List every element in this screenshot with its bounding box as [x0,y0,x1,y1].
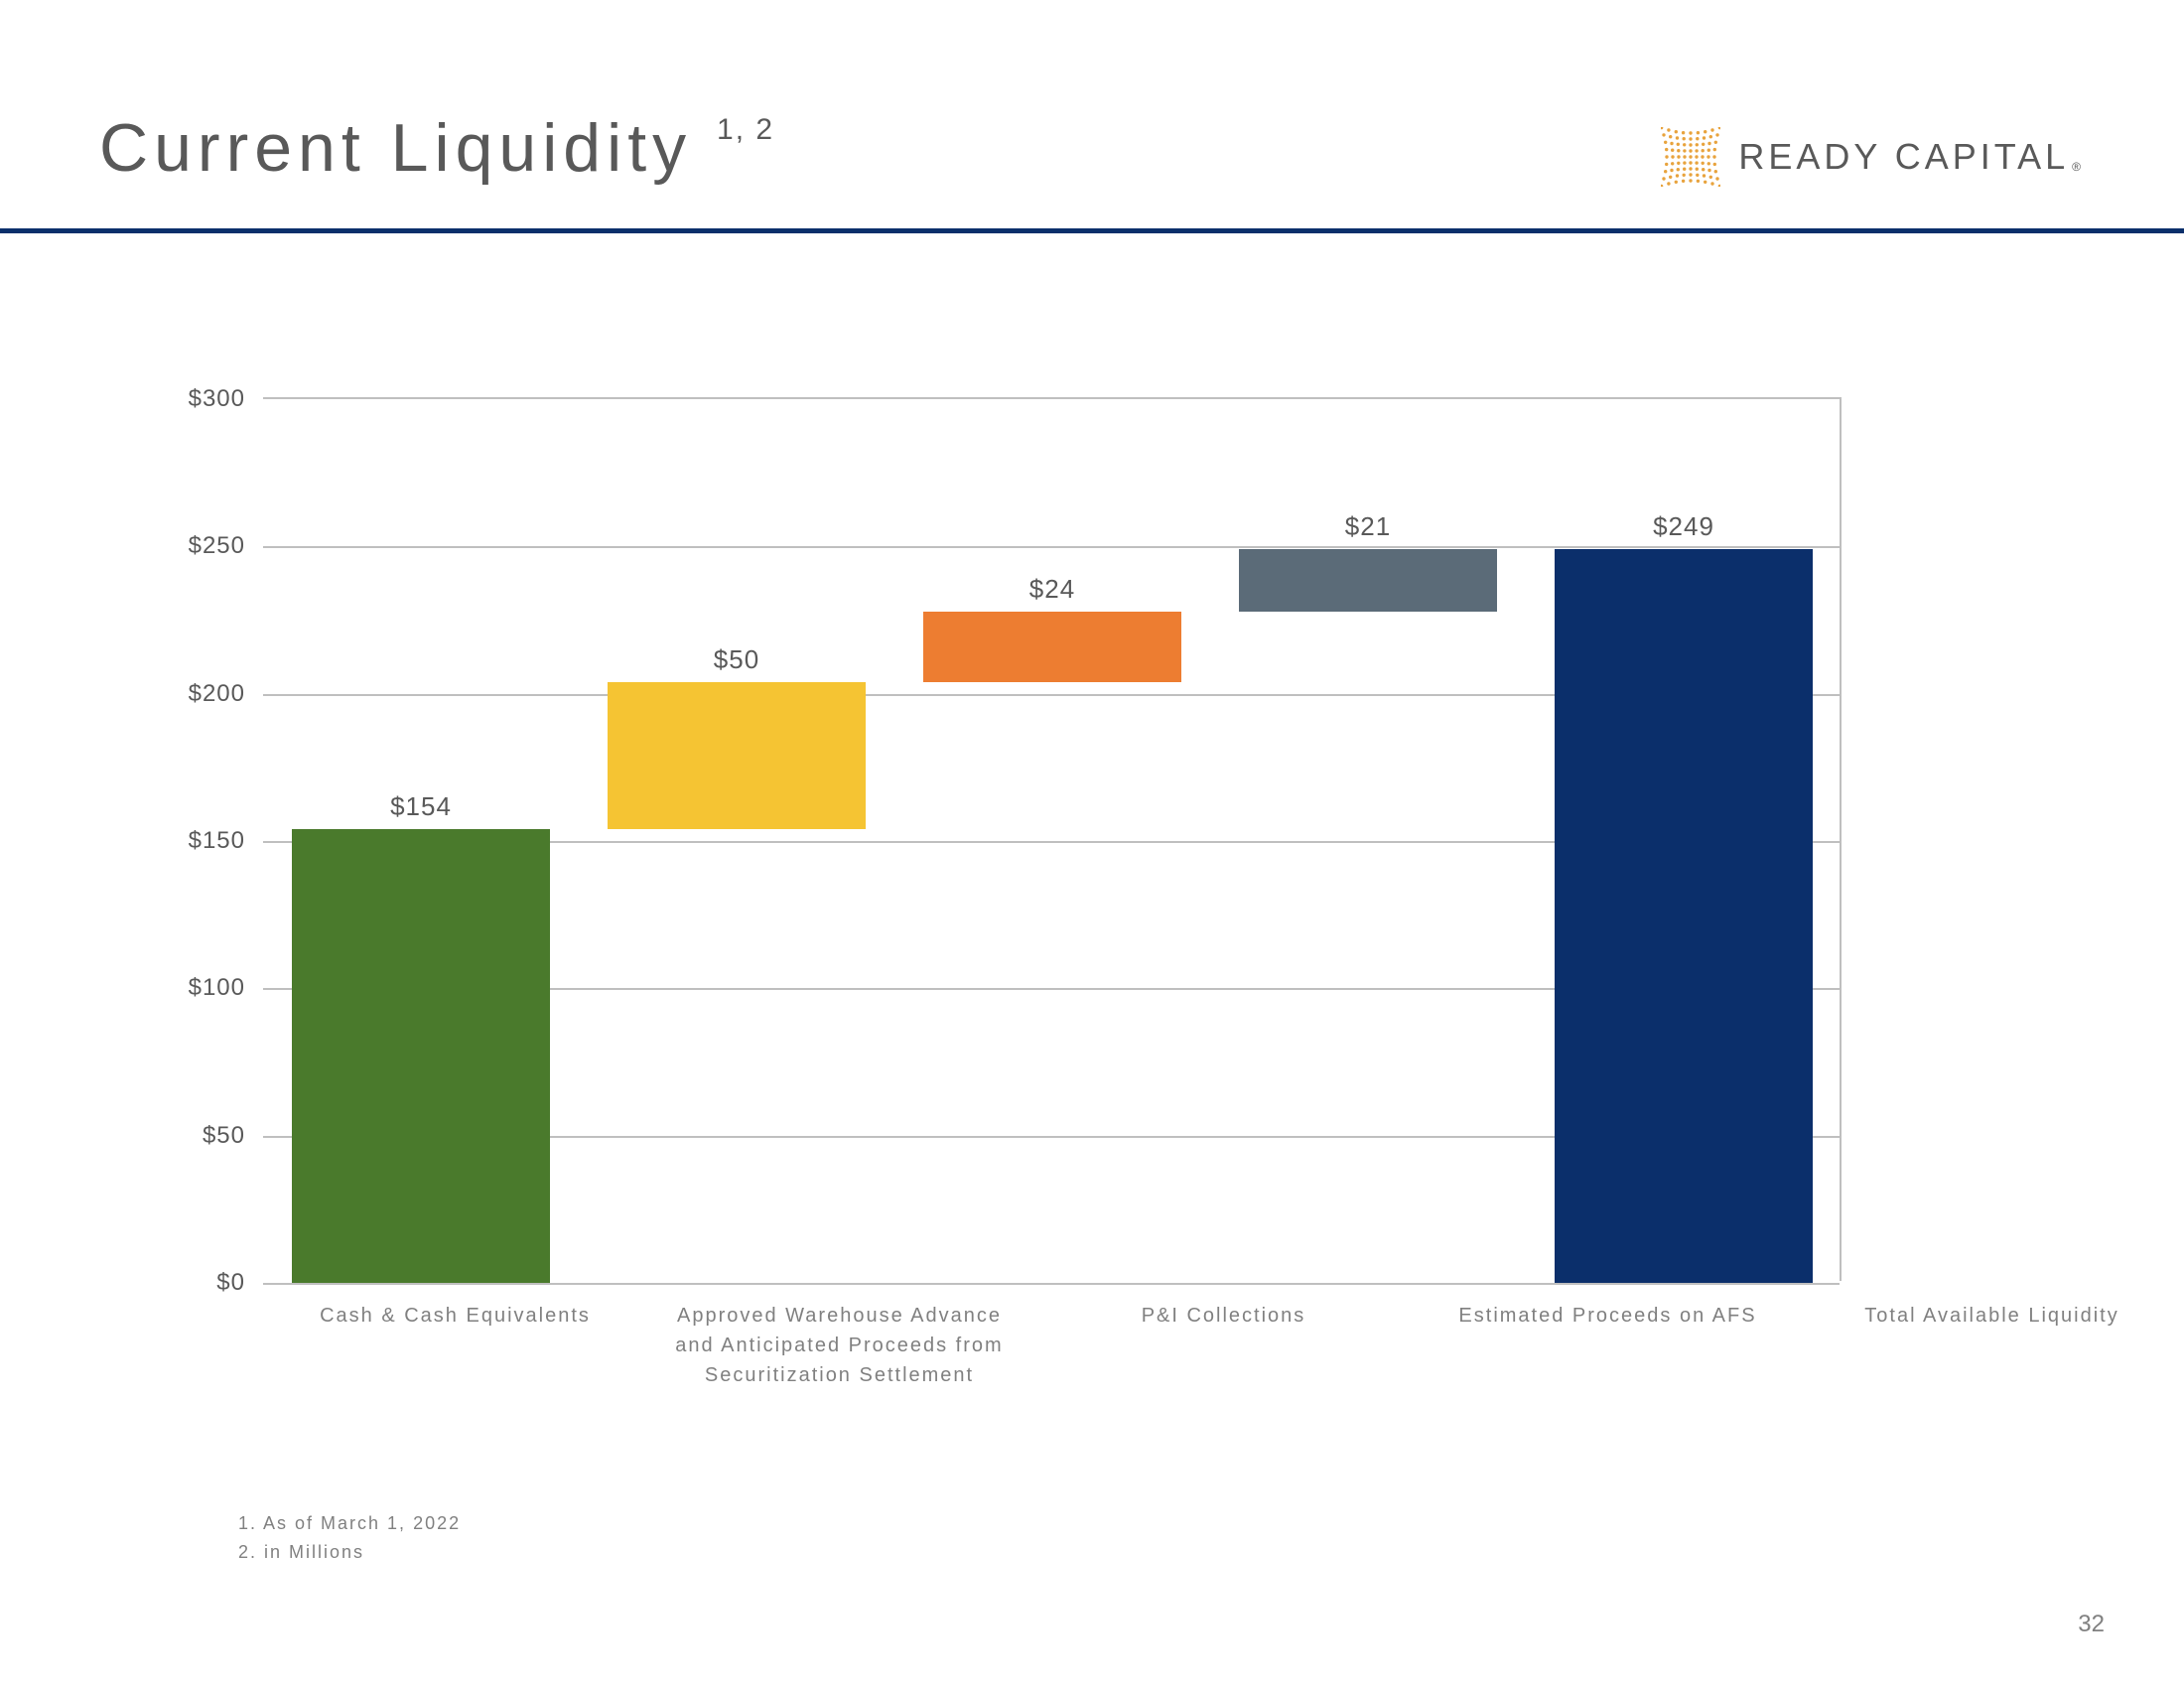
bar [292,829,551,1283]
x-axis-label: Cash & Cash Equivalents [263,1301,647,1390]
waterfall-chart: $0$50$100$150$200$250$300$154$50$24$21$2… [184,397,1842,1281]
bar-value-label: $154 [292,791,550,822]
page-number: 32 [2078,1611,2105,1638]
bar-value-label: $21 [1239,511,1497,542]
y-tick-label: $300 [189,385,263,413]
bar [923,612,1182,682]
header-rule [0,228,2184,233]
y-tick-label: $0 [216,1269,263,1297]
y-tick-label: $100 [189,974,263,1002]
bar [1555,549,1814,1283]
plot-area: $0$50$100$150$200$250$300$154$50$24$21$2… [263,397,1842,1281]
bar-value-label: $24 [923,574,1181,605]
footnote: 2. in Millions [238,1538,461,1567]
y-tick-label: $150 [189,827,263,855]
x-axis-label: P&I Collections [1031,1301,1416,1390]
bar-value-label: $249 [1555,511,1813,542]
logo-icon [1661,127,1720,187]
footnote: 1. As of March 1, 2022 [238,1509,461,1538]
x-axis-label: Approved Warehouse Advance and Anticipat… [647,1301,1031,1390]
page-title: Current Liquidity 1, 2 [99,109,774,187]
brand-logo: READY CAPITAL® [1661,127,2085,187]
title-text: Current Liquidity [99,110,692,186]
gridline [263,546,1840,548]
footnotes: 1. As of March 1, 20222. in Millions [238,1509,461,1567]
x-axis-labels: Cash & Cash EquivalentsApproved Warehous… [263,1301,2184,1390]
logo-text: READY CAPITAL® [1738,136,2085,178]
gridline [263,1283,1840,1285]
bar [608,682,867,829]
y-tick-label: $50 [203,1122,263,1150]
bar-value-label: $50 [608,644,866,675]
slide: Current Liquidity 1, 2 READY CAPITAL® $0… [0,0,2184,1688]
x-axis-label: Total Available Liquidity [1800,1301,2184,1390]
y-tick-label: $200 [189,680,263,708]
header: Current Liquidity 1, 2 READY CAPITAL® [99,109,2085,187]
title-superscript: 1, 2 [717,113,774,146]
y-tick-label: $250 [189,532,263,560]
x-axis-label: Estimated Proceeds on AFS [1416,1301,1800,1390]
bar [1239,549,1498,611]
